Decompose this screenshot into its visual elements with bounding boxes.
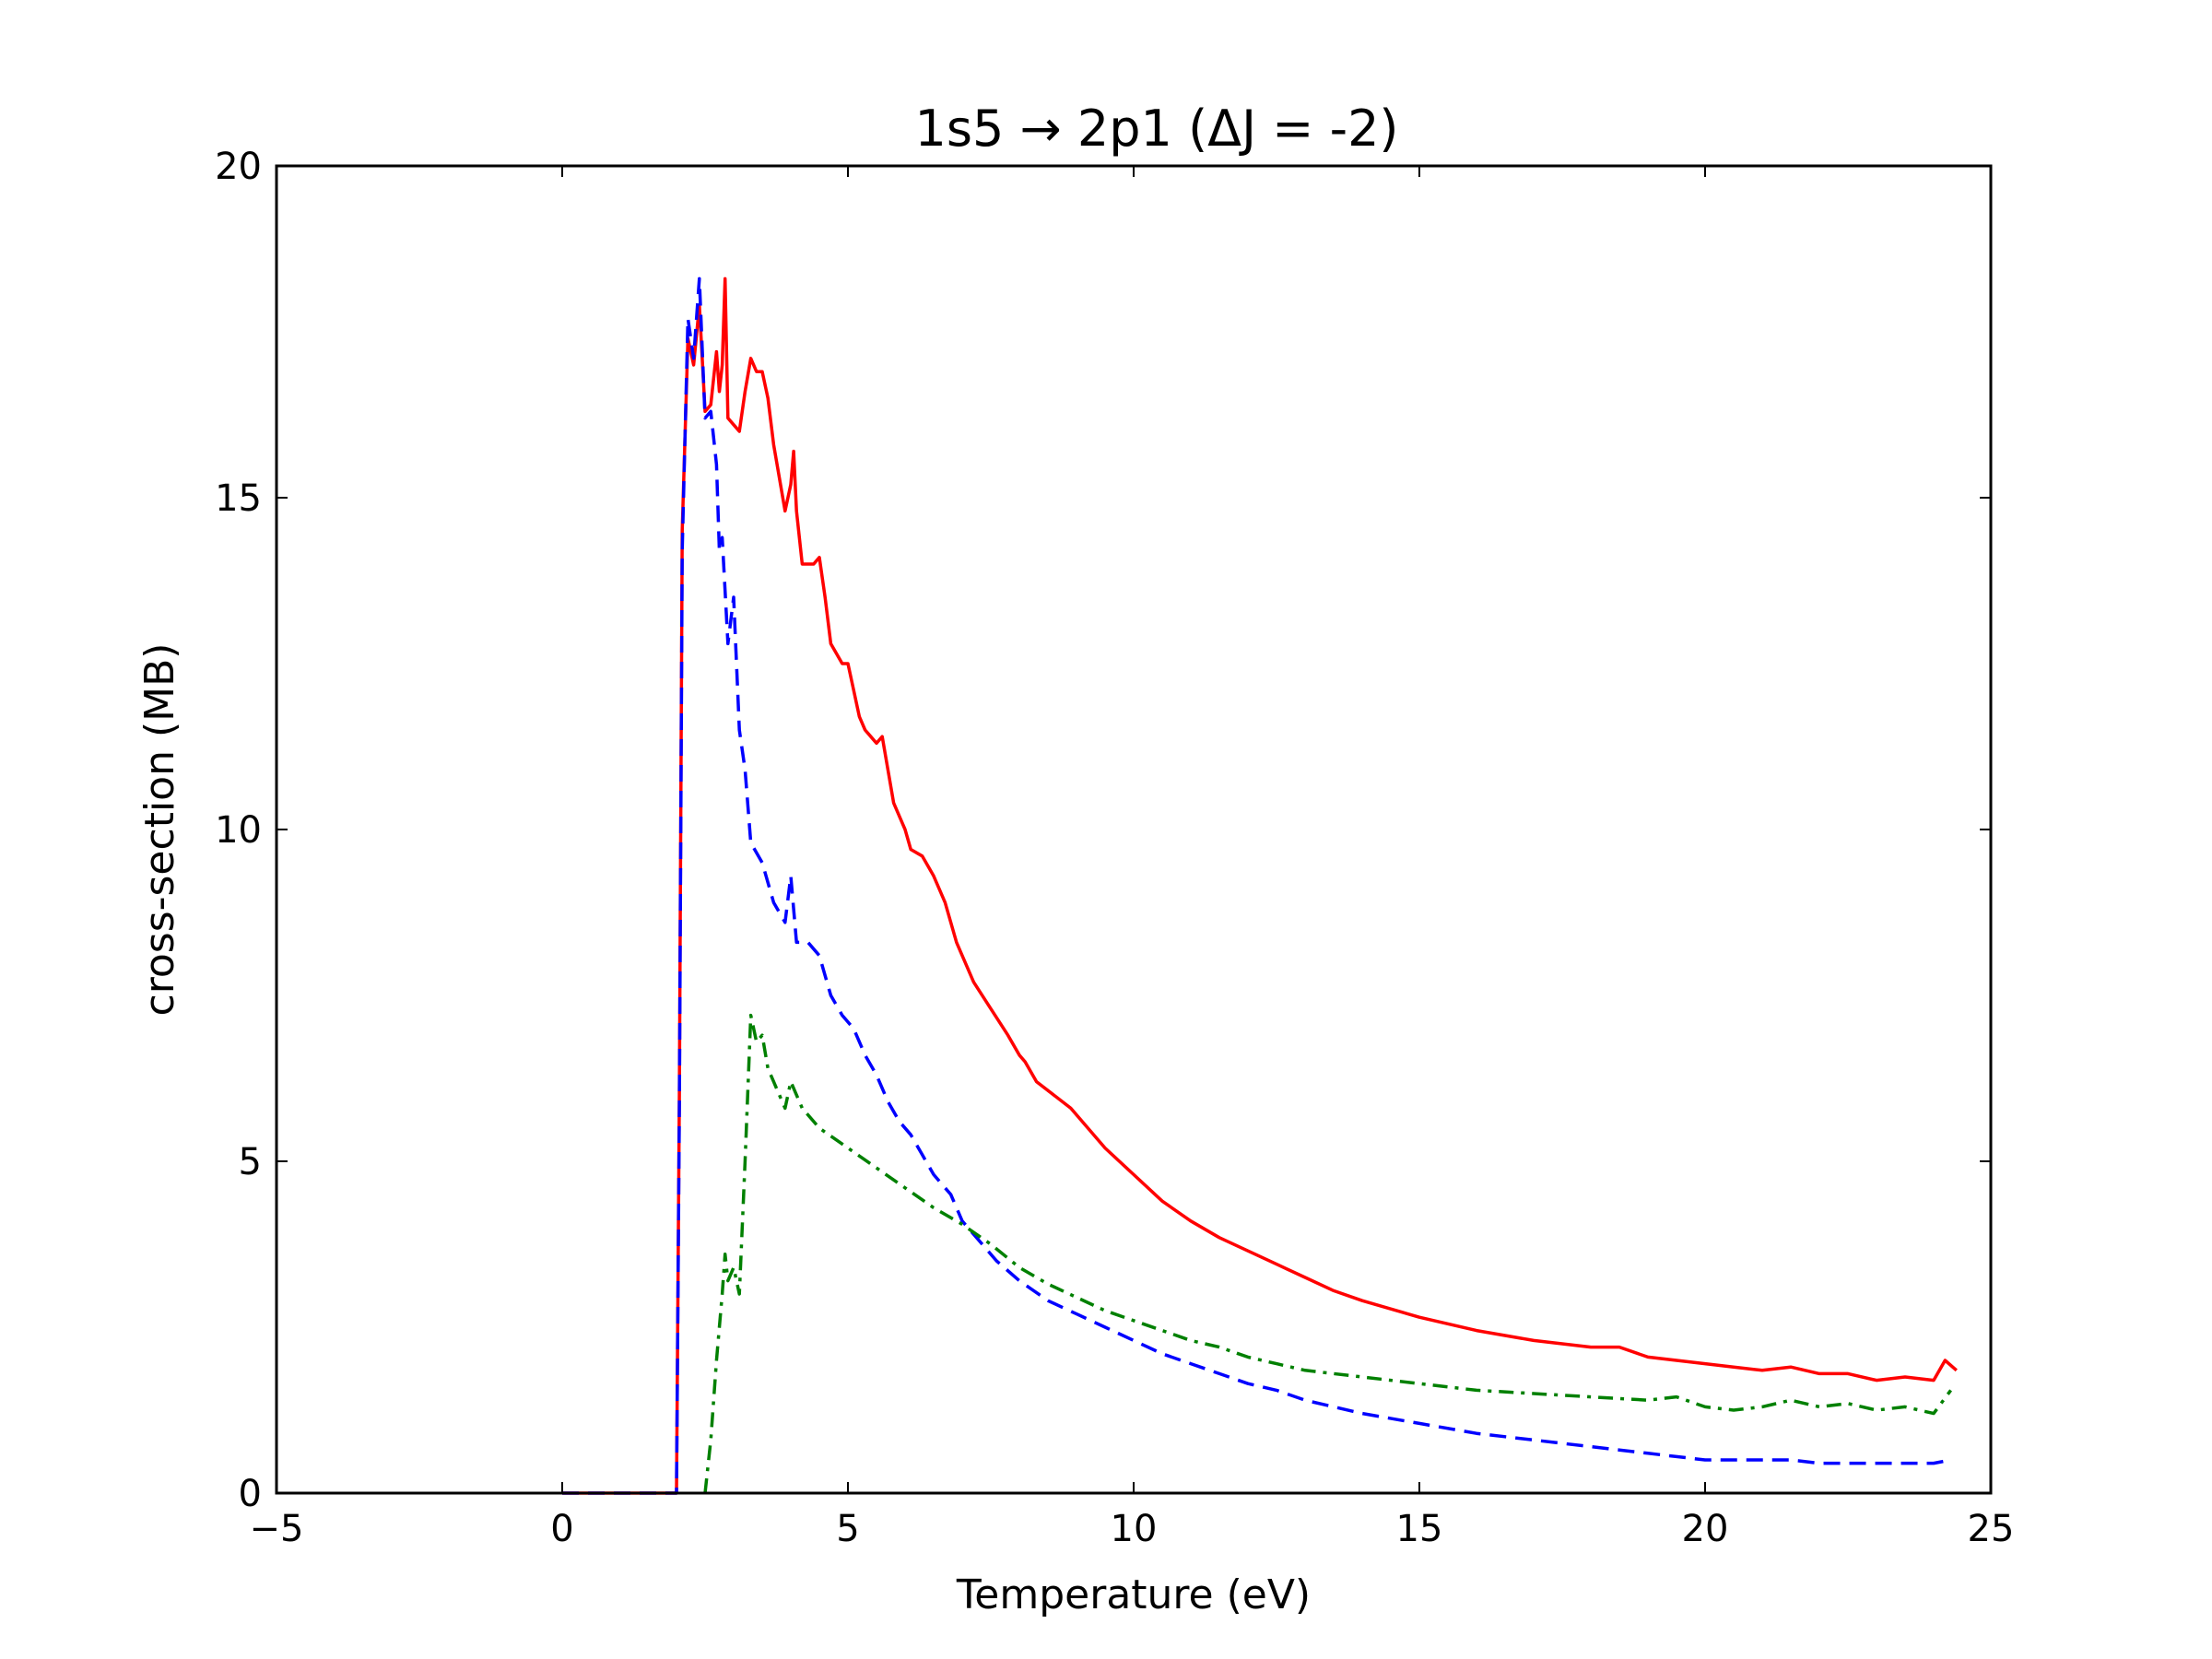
series-line-2 xyxy=(562,276,1951,1495)
y-tick-label: 0 xyxy=(239,1473,262,1515)
y-axis-title: cross-section (MB) xyxy=(136,643,183,1017)
x-tick-label: −5 xyxy=(250,1508,304,1550)
series-line-3 xyxy=(703,1013,1953,1494)
x-tick-label: 20 xyxy=(1682,1508,1729,1550)
x-tick-label: 5 xyxy=(836,1508,859,1550)
series-line-1 xyxy=(562,276,1958,1495)
plot-frame xyxy=(275,164,1993,1495)
x-ticks: −5 0 5 10 15 20 25 xyxy=(250,166,2015,1550)
y-tick-label: 20 xyxy=(215,146,262,188)
y-tick-label: 10 xyxy=(215,809,262,852)
y-ticks: 0 5 10 15 20 xyxy=(215,146,1991,1515)
x-axis-title: Temperature (eV) xyxy=(956,1571,1311,1618)
y-tick-label: 5 xyxy=(239,1141,262,1183)
y-tick-label: 15 xyxy=(215,477,262,520)
plot-lines xyxy=(562,276,1958,1495)
x-tick-label: 0 xyxy=(550,1508,573,1550)
x-tick-label: 10 xyxy=(1111,1508,1158,1550)
x-tick-label: 15 xyxy=(1396,1508,1443,1550)
chart-title: 1s5 → 2p1 (ΔJ = -2) xyxy=(915,100,1399,158)
x-tick-label: 25 xyxy=(1968,1508,2015,1550)
